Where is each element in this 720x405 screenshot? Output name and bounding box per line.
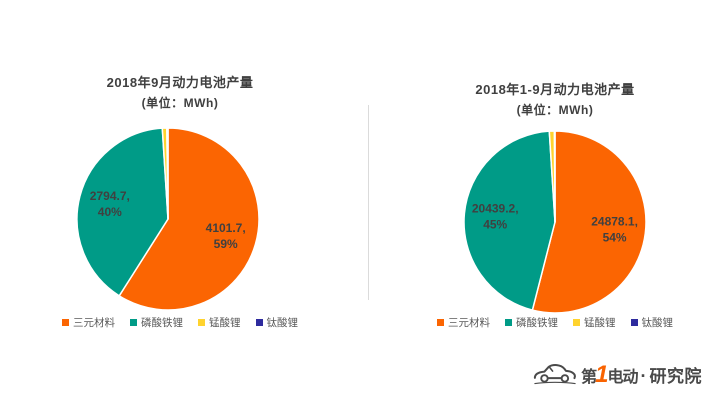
legend-swatch-lithium-titanate bbox=[255, 319, 263, 326]
brand-logo: 第 1 电动 · 研究院 bbox=[532, 356, 702, 392]
legend-label-lithium-manganate: 锰酸锂 bbox=[584, 317, 616, 329]
brand-org: 研究院 bbox=[649, 366, 702, 386]
legend-item-lithium-titanate: 钛酸锂 bbox=[630, 315, 674, 330]
car-icon bbox=[533, 364, 577, 385]
data-label-ternary-material: 24878.1, 54% bbox=[591, 215, 638, 245]
legend-swatch-ternary-material bbox=[62, 319, 69, 326]
brand-separator: · bbox=[640, 365, 647, 386]
data-label-lithium-iron-phosphate: 2794.7, 40% bbox=[90, 189, 130, 219]
chart-subtitle-jan-sep: (单位：MWh) bbox=[516, 103, 594, 117]
legend-label-lithium-titanate: 钛酸锂 bbox=[266, 317, 299, 329]
brand-one: 1 bbox=[595, 360, 609, 388]
brand-suffix: 电动 bbox=[607, 368, 638, 386]
chart-title-jan-sep: 2018年1-9月动力电池产量 bbox=[475, 82, 635, 97]
legend-september: 三元材料 磷酸铁锂 锰酸锂 钛酸锂 bbox=[30, 315, 330, 330]
pie-chart-september: 4101.7, 59% 2794.7, 40% bbox=[76, 127, 260, 311]
legend-item-lithium-titanate: 钛酸锂 bbox=[255, 315, 299, 330]
pie-slice-lithium-iron-phosphate bbox=[76, 127, 169, 297]
data-label-lithium-iron-phosphate: 20439.2, 45% bbox=[472, 201, 519, 231]
pie-slice-ternary-material bbox=[531, 130, 647, 314]
pie-slice-lithium-titanate bbox=[553, 130, 556, 223]
chart-title-september: 2018年9月动力电池产量 bbox=[106, 75, 254, 90]
legend-swatch-lithium-manganate bbox=[573, 319, 580, 326]
pie-slice-ternary-material bbox=[118, 127, 260, 311]
legend-label-ternary-material: 三元材料 bbox=[73, 317, 115, 329]
legend-item-lithium-iron-phosphate: 磷酸铁锂 bbox=[505, 315, 558, 330]
legend-swatch-lithium-iron-phosphate bbox=[130, 319, 137, 326]
legend-item-lithium-manganate: 锰酸锂 bbox=[573, 315, 616, 330]
legend-item-ternary-material: 三元材料 bbox=[62, 315, 115, 330]
brand-logo-text: 第 1 电动 · 研究院 bbox=[581, 362, 702, 387]
legend-label-ternary-material: 三元材料 bbox=[448, 317, 490, 329]
legend-label-lithium-titanate: 钛酸锂 bbox=[641, 317, 674, 329]
legend-label-lithium-iron-phosphate: 磷酸铁锂 bbox=[516, 317, 558, 329]
legend-label-lithium-iron-phosphate: 磷酸铁锂 bbox=[141, 317, 183, 329]
legend-item-lithium-iron-phosphate: 磷酸铁锂 bbox=[130, 315, 183, 330]
pie-chart-jan-sep: 24878.1, 54% 20439.2, 45% bbox=[463, 130, 647, 314]
legend-jan-sep: 三元材料 磷酸铁锂 锰酸锂 钛酸锂 bbox=[405, 315, 705, 330]
data-label-ternary-material: 4101.7, 59% bbox=[206, 221, 246, 251]
pie-slice-lithium-titanate bbox=[166, 127, 169, 220]
legend-swatch-lithium-iron-phosphate bbox=[505, 319, 512, 326]
panel-divider bbox=[368, 105, 369, 300]
legend-label-lithium-manganate: 锰酸锂 bbox=[209, 317, 241, 329]
legend-swatch-lithium-titanate bbox=[630, 319, 638, 326]
brand-prefix: 第 bbox=[581, 368, 597, 386]
legend-item-ternary-material: 三元材料 bbox=[437, 315, 490, 330]
legend-item-lithium-manganate: 锰酸锂 bbox=[198, 315, 241, 330]
legend-swatch-lithium-manganate bbox=[198, 319, 205, 326]
chart-subtitle-september: (单位：MWh) bbox=[141, 96, 219, 110]
legend-swatch-ternary-material bbox=[437, 319, 444, 326]
pie-slice-lithium-iron-phosphate bbox=[463, 130, 556, 311]
